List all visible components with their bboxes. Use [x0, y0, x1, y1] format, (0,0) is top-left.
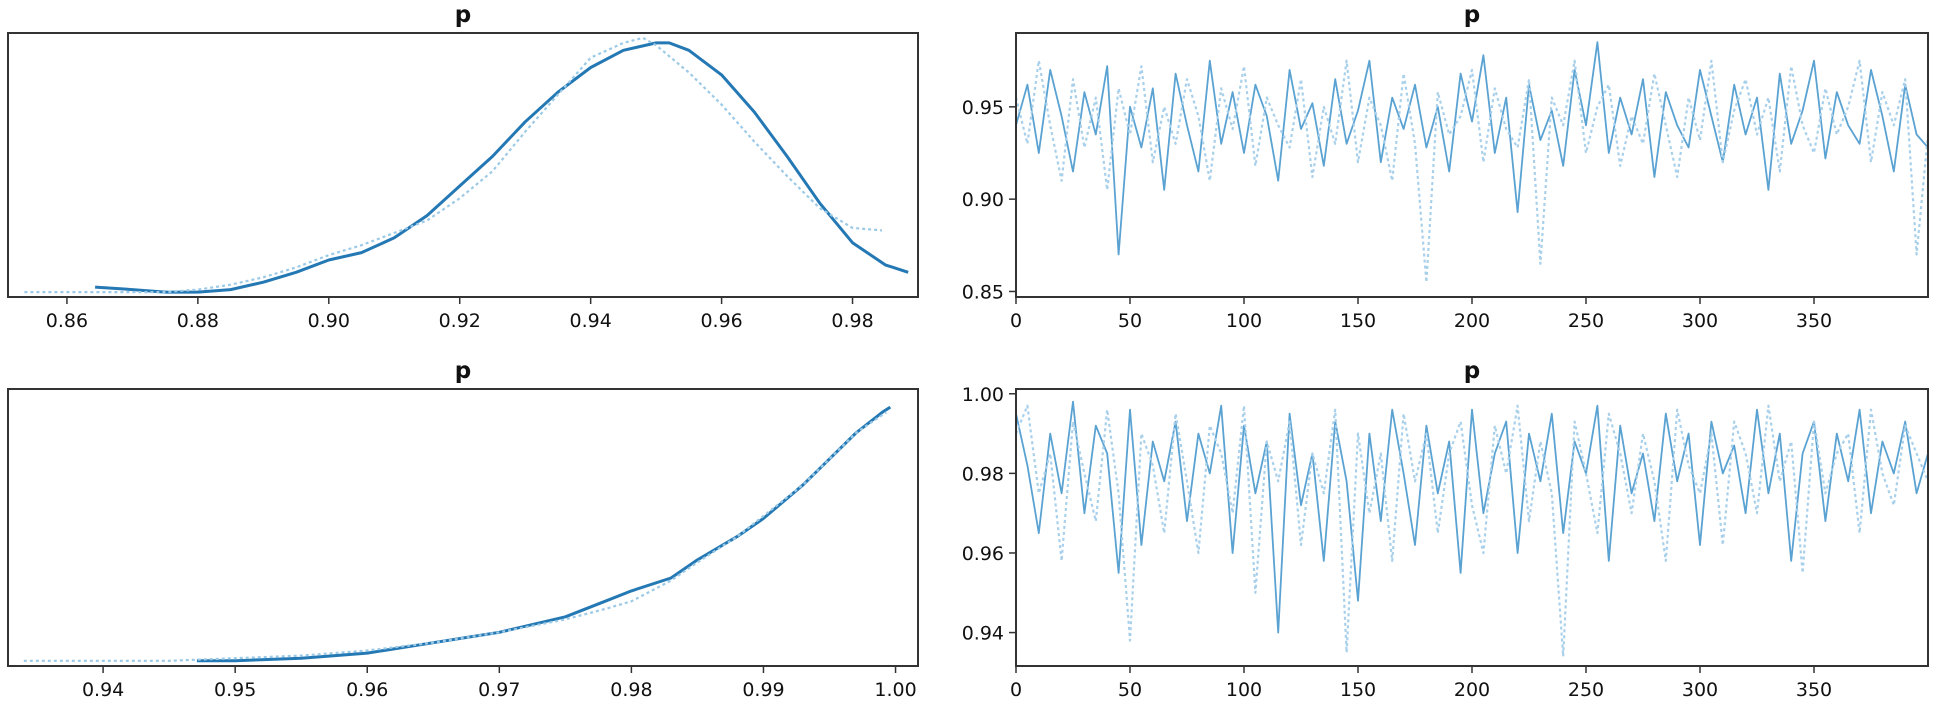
series-line-solid	[94, 41, 909, 294]
x-axis: 0.94 0.95 0.96 0.97 0.98 0.99 1.00	[82, 666, 917, 701]
y-tick-label: 0.98	[962, 463, 1004, 485]
chart-title: p	[455, 358, 471, 384]
x-tick-label: 0.92	[439, 310, 481, 332]
y-tick-label: 0.94	[962, 623, 1004, 645]
series-line-solid	[1015, 41, 1929, 256]
series-line-dotted	[24, 36, 883, 294]
x-tick-label: 350	[1796, 679, 1832, 701]
x-tick-label: 0.98	[831, 310, 873, 332]
x-tick-label: 0.96	[346, 679, 388, 701]
x-tick-label: 0.96	[700, 310, 742, 332]
x-axis: 0.86 0.88 0.90 0.92 0.94 0.96 0.98	[46, 297, 874, 332]
x-tick-label: 50	[1118, 679, 1142, 701]
y-tick-label: 0.90	[962, 189, 1004, 211]
axes: 0 50 100 150 200 250 300 350 0.94 0.96 0.98 1.00	[962, 384, 1832, 701]
x-tick-label: 0	[1010, 310, 1022, 332]
axes-frame	[1015, 388, 1929, 667]
x-tick-label: 250	[1568, 310, 1604, 332]
x-tick-label: 0.99	[742, 679, 784, 701]
x-tick-label: 1.00	[874, 679, 916, 701]
x-tick-label: 0	[1010, 679, 1022, 701]
x-tick-label: 150	[1340, 679, 1376, 701]
x-tick-label: 50	[1118, 310, 1142, 332]
plot-area	[1014, 400, 1930, 658]
x-tick-label: 150	[1340, 310, 1376, 332]
series-line-solid	[1015, 400, 1929, 634]
axes-frame	[7, 388, 919, 667]
y-tick-label: 0.85	[962, 281, 1004, 303]
series-line-dotted	[1014, 59, 1930, 284]
x-tick-label: 0.90	[308, 310, 350, 332]
x-tick-label: 0.94	[570, 310, 612, 332]
x-tick-label: 0.95	[214, 679, 256, 701]
x-tick-label: 300	[1682, 679, 1718, 701]
x-tick-label: 200	[1454, 679, 1490, 701]
trace-plot-bottom: p 0 50 100 150 200 250 300 350 0.94 0.96 0.98 1.00	[962, 358, 1930, 701]
x-tick-label: 0.98	[610, 679, 652, 701]
x-tick-label: 350	[1796, 310, 1832, 332]
x-tick-label: 0.86	[46, 310, 88, 332]
kde-plot-top: p 0.86 0.88 0.90 0.92 0.94 0.96 0.98	[7, 2, 919, 332]
chart-title: p	[1464, 358, 1480, 384]
x-tick-label: 250	[1568, 679, 1604, 701]
series-line-dotted	[23, 411, 887, 662]
chart-title: p	[1464, 2, 1480, 28]
axes: 0 50 100 150 200 250 300 350 0.85 0.90 0.95	[962, 97, 1832, 332]
x-tick-label: 200	[1454, 310, 1490, 332]
y-tick-label: 1.00	[962, 384, 1004, 406]
plot-area	[24, 36, 909, 294]
x-tick-label: 0.97	[478, 679, 520, 701]
plot-area	[23, 405, 892, 663]
axes-frame	[7, 32, 919, 298]
x-tick-label: 0.94	[82, 679, 124, 701]
x-tick-label: 0.88	[177, 310, 219, 332]
y-tick-label: 0.95	[962, 97, 1004, 119]
kde-plot-bottom: p 0.94 0.95 0.96 0.97 0.98 0.99 1.00	[7, 358, 919, 701]
y-tick-label: 0.96	[962, 543, 1004, 565]
x-tick-label: 300	[1682, 310, 1718, 332]
chart-title: p	[455, 2, 471, 28]
x-tick-label: 100	[1226, 310, 1262, 332]
plot-area	[1014, 41, 1930, 284]
series-line-dotted	[1014, 404, 1930, 658]
trace-plot-top: p 0 50 100 150 200 250 300 350 0.85 0.90 0.95	[962, 2, 1930, 332]
axes-frame	[1015, 32, 1929, 298]
x-tick-label: 100	[1226, 679, 1262, 701]
